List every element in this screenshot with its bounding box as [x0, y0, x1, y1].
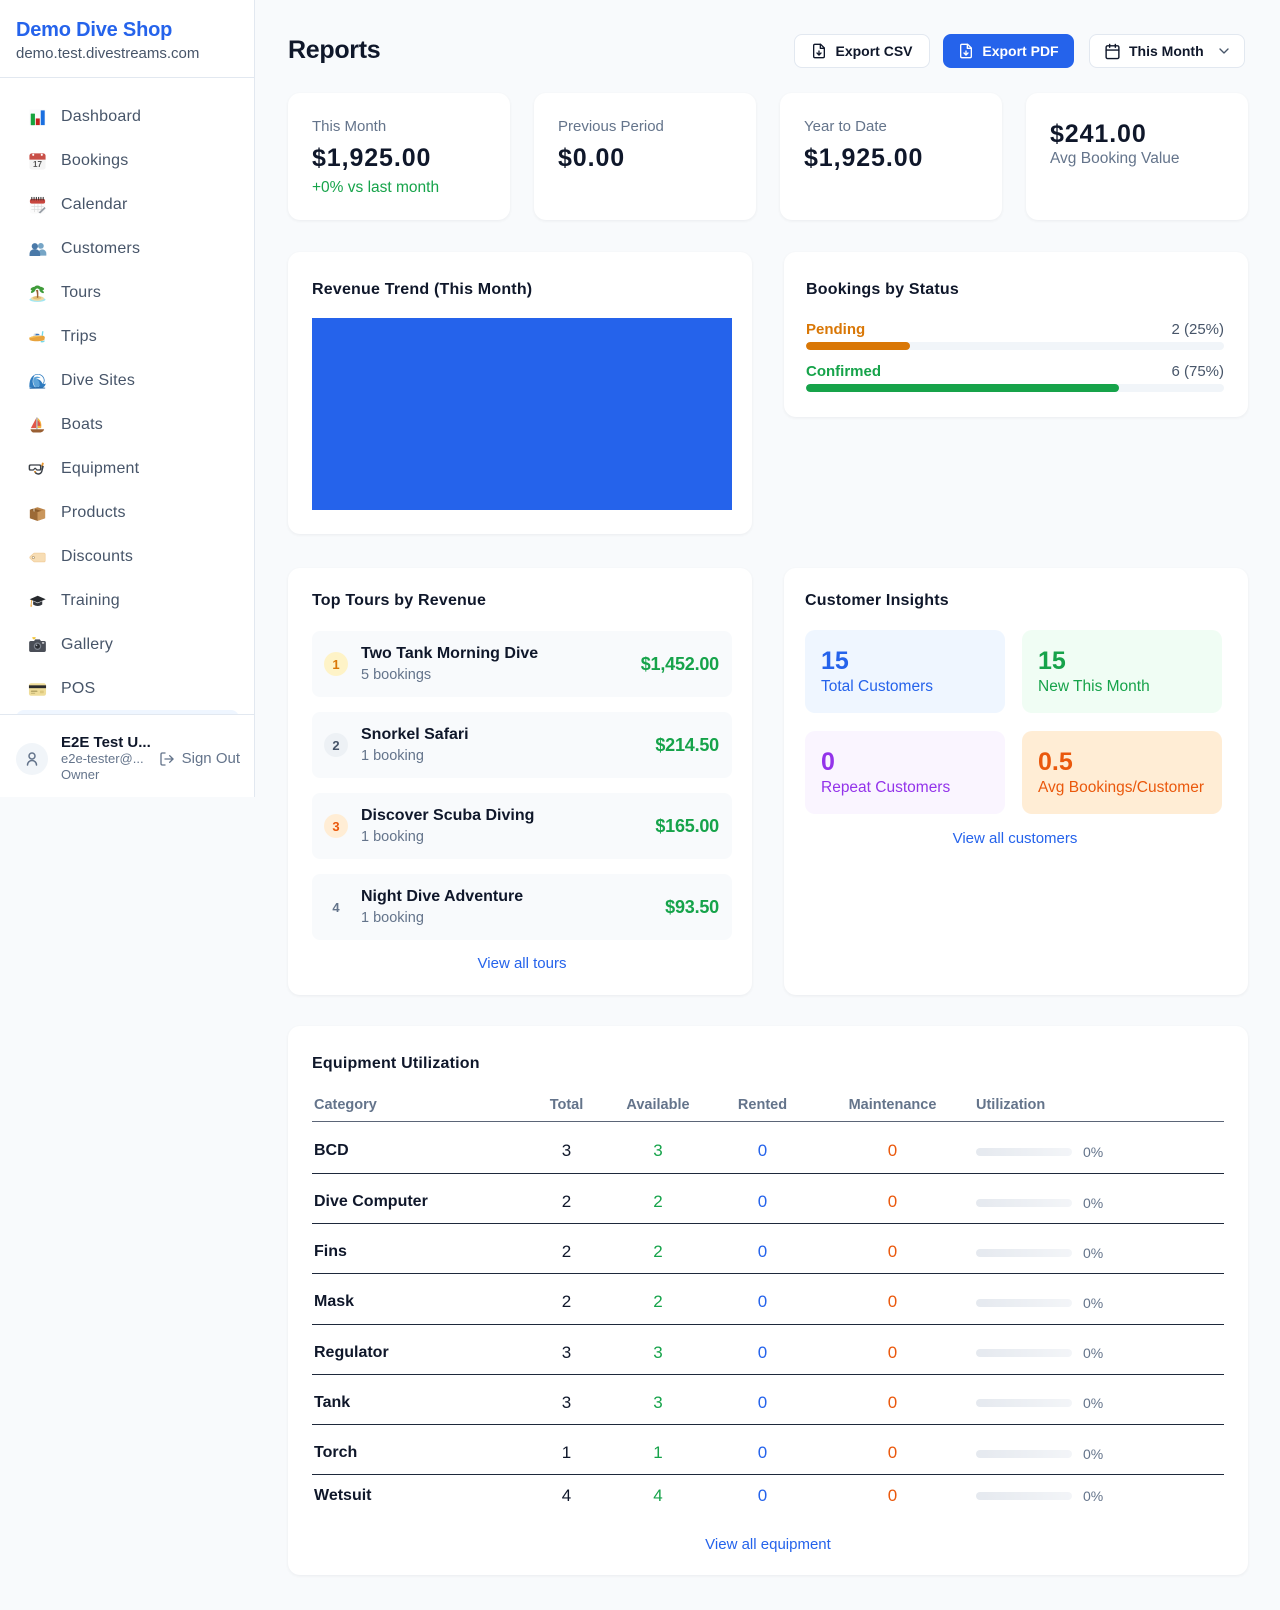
svg-text:17: 17 [33, 160, 42, 169]
